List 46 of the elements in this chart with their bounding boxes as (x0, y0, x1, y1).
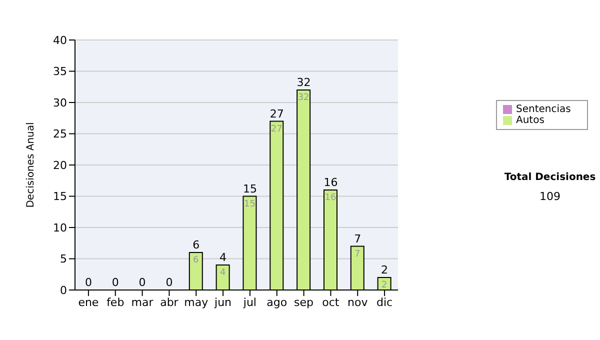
total-label: 0 (138, 276, 146, 289)
x-tick-label: abr (160, 296, 179, 309)
total-label: 2 (381, 264, 388, 276)
data-label: 16 (324, 193, 336, 203)
x-tick-label: feb (106, 296, 124, 309)
y-tick-label: 40 (53, 34, 67, 47)
total-label: 27 (270, 107, 284, 120)
data-label: 32 (298, 93, 310, 103)
total-label: 15 (242, 182, 257, 196)
data-label: 2 (381, 280, 388, 290)
y-tick-label: 20 (53, 158, 67, 172)
total-label: 6 (192, 238, 200, 252)
legend-label: Autos (516, 115, 544, 126)
x-tick-label: jul (242, 296, 257, 309)
data-label: 7 (354, 249, 360, 260)
x-tick-label: sep (294, 296, 314, 309)
y-axis-title: Decisiones Anual (26, 122, 37, 208)
total-label: 4 (220, 251, 227, 264)
legend-label: Sentencias (516, 104, 571, 115)
total-label: 7 (354, 232, 362, 246)
x-tick-label: may (184, 296, 209, 309)
x-tick-label: mar (131, 296, 154, 309)
x-tick-label: nov (348, 296, 368, 309)
data-label: 4 (220, 268, 226, 278)
total-label: 0 (166, 276, 173, 289)
y-tick-label: 30 (53, 96, 67, 110)
text: 109 (538, 190, 562, 203)
total-label: 0 (112, 276, 119, 289)
data-label: 27 (270, 124, 282, 134)
text: Total Decisiones (503, 172, 597, 183)
y-tick-label: 0 (60, 284, 67, 297)
x-tick-label: oct (322, 296, 340, 309)
y-tick-label: 15 (53, 190, 67, 204)
x-tick-label: dic (376, 296, 393, 309)
x-tick-label: ene (78, 296, 99, 309)
y-tick-label: 10 (53, 221, 67, 234)
total-label: 32 (296, 76, 311, 89)
data-label: 15 (244, 199, 256, 210)
total-label: 0 (84, 276, 92, 289)
y-tick-label: 35 (53, 65, 67, 78)
x-tick-label: jun (214, 296, 232, 309)
data-label: 6 (193, 256, 200, 266)
total-label: 16 (324, 176, 338, 189)
x-tick-label: ago (266, 296, 288, 309)
y-tick-label: 25 (53, 128, 67, 141)
y-tick-label: 5 (60, 252, 67, 266)
